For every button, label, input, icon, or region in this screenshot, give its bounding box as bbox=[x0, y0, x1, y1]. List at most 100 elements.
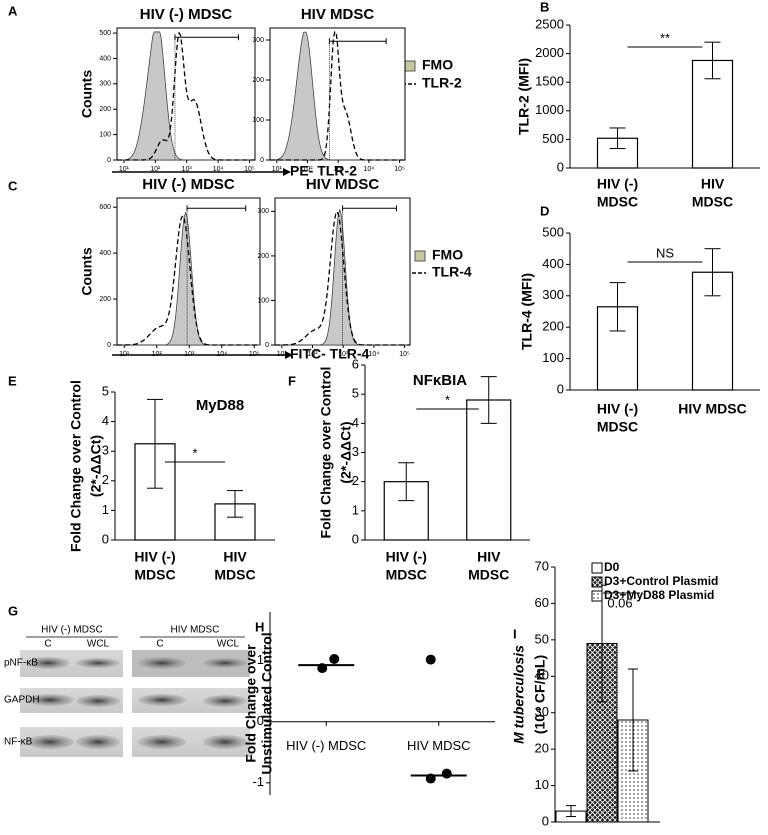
legend-swatch bbox=[404, 60, 416, 72]
y-tick-label: 70 bbox=[535, 558, 549, 573]
y-tick-label: 2 bbox=[352, 473, 359, 488]
panel-letter: E bbox=[8, 373, 17, 388]
y-tick-label: 200 bbox=[252, 77, 264, 84]
y-tick-label: 5 bbox=[352, 386, 359, 401]
x-tick-label: 10² bbox=[307, 351, 318, 358]
y-tick-label: 0 bbox=[107, 157, 111, 164]
y-tick-label: 3 bbox=[352, 444, 359, 459]
western-blot bbox=[20, 636, 250, 757]
y-tick-label: 2 bbox=[102, 472, 109, 487]
y-tick-label: 0 bbox=[260, 157, 264, 164]
y-tick-label: -1 bbox=[252, 774, 264, 789]
y-tick-label: 30 bbox=[535, 704, 549, 719]
y-tick-label: 60 bbox=[535, 595, 549, 610]
x-tick-label: 10⁴ bbox=[364, 166, 375, 173]
x-tick-label: 10⁵ bbox=[244, 166, 255, 173]
y-tick-label: 4 bbox=[352, 415, 359, 430]
y-tick-label: 300 bbox=[542, 287, 564, 302]
blot-group-label: HIV MDSC bbox=[171, 625, 220, 636]
legend-label: FMO bbox=[422, 57, 453, 73]
stain-histogram bbox=[116, 214, 260, 346]
y-tick-label: 300 bbox=[257, 208, 269, 215]
legend-swatch bbox=[591, 562, 603, 574]
y-tick-label: 600 bbox=[99, 204, 111, 211]
y-tick-label: 1500 bbox=[535, 74, 564, 89]
x-tick-label: 10⁵ bbox=[399, 351, 410, 358]
panel-letter: H bbox=[255, 619, 264, 634]
plot-title: HIV MDSC bbox=[301, 6, 375, 23]
y-axis-label: (2*-ΔΔCt) bbox=[88, 435, 104, 497]
y-axis-label: Fold Change over Control bbox=[68, 380, 84, 552]
x-tick-label: HIV MDSC bbox=[678, 401, 746, 417]
y-tick-label: 0 bbox=[557, 159, 564, 174]
legend-swatch bbox=[591, 576, 603, 588]
x-tick-label: 10⁵ bbox=[394, 166, 405, 173]
x-tick-label: MDSC bbox=[386, 567, 427, 583]
plot-title: HIV (-) MDSC bbox=[140, 6, 233, 23]
y-tick-label: 400 bbox=[99, 250, 111, 257]
blot-row-label: NF-κB bbox=[4, 737, 33, 748]
y-tick-label: 300 bbox=[99, 81, 111, 88]
x-tick-label: HIV (-) bbox=[597, 176, 638, 192]
y-axis-label: Fold Change over bbox=[243, 644, 259, 763]
legend-label: D3+Control Plasmid bbox=[604, 574, 718, 588]
y-axis-label: (10⁴ CF/mL) bbox=[532, 655, 548, 734]
y-tick-label: 300 bbox=[252, 37, 264, 44]
y-axis-label: Counts bbox=[79, 247, 95, 295]
panel-letter: D bbox=[540, 203, 549, 218]
blot-lane-label: WCL bbox=[87, 639, 110, 650]
blot-group-label: HIV (-) MDSC bbox=[41, 625, 103, 636]
stain-histogram bbox=[270, 31, 405, 161]
x-tick-label: HIV MDSC bbox=[407, 738, 471, 753]
y-tick-label: 200 bbox=[542, 319, 564, 334]
plot-title: HIV (-) MDSC bbox=[142, 176, 235, 193]
plot-title: NFκBIA bbox=[413, 372, 467, 389]
x-tick-label: HIV bbox=[701, 176, 725, 192]
significance-label: * bbox=[445, 392, 450, 407]
x-tick-label: 10³ bbox=[338, 351, 349, 358]
y-tick-label: 1000 bbox=[535, 102, 564, 117]
y-axis-label: Fold Change over Control bbox=[318, 367, 334, 539]
stain-histogram bbox=[274, 210, 410, 346]
blot-row-label: GAPDH bbox=[4, 695, 40, 706]
y-tick-label: 2000 bbox=[535, 45, 564, 60]
x-tick-label: HIV (-) bbox=[597, 401, 638, 417]
legend-swatch bbox=[591, 590, 603, 602]
x-tick-label: 10³ bbox=[333, 166, 344, 173]
x-tick-label: MDSC bbox=[597, 419, 638, 435]
x-tick-label: 10³ bbox=[182, 166, 193, 173]
y-tick-label: 0 bbox=[265, 342, 269, 349]
y-tick-label: 0 bbox=[542, 813, 549, 828]
y-tick-label: 3 bbox=[102, 443, 109, 458]
x-tick-label: HIV bbox=[223, 549, 247, 565]
y-axis-label: Unstimulated Control bbox=[259, 632, 275, 774]
legend-label: FMO bbox=[432, 247, 463, 263]
x-tick-label: HIV (-) bbox=[386, 549, 427, 565]
y-axis-label: TLR-2 (MFI) bbox=[516, 58, 532, 135]
panel-letter: G bbox=[8, 603, 18, 618]
blot-lane-label: WCL bbox=[217, 639, 240, 650]
legend-label: D0 bbox=[604, 560, 620, 574]
x-tick-label: 10¹ bbox=[272, 166, 283, 173]
blot-lane-label: C bbox=[44, 639, 51, 650]
stain-histogram bbox=[117, 31, 255, 161]
arrow-head bbox=[285, 351, 293, 359]
fmo-histogram bbox=[275, 208, 410, 346]
data-point bbox=[329, 653, 340, 664]
panel-letter: I bbox=[513, 626, 517, 641]
x-tick-label: 10² bbox=[150, 166, 161, 173]
y-tick-label: 40 bbox=[535, 668, 549, 683]
x-tick-label: 10² bbox=[302, 166, 313, 173]
y-tick-label: 20 bbox=[535, 741, 549, 756]
x-tick-label: 10⁴ bbox=[213, 166, 224, 173]
y-tick-label: 100 bbox=[99, 131, 111, 138]
panel-letter: A bbox=[8, 3, 18, 18]
y-tick-label: 400 bbox=[99, 55, 111, 62]
x-tick-label: HIV (-) bbox=[134, 549, 175, 565]
y-axis-label: (2*-ΔΔCt) bbox=[338, 421, 354, 483]
data-point bbox=[441, 768, 452, 779]
panel-letter: B bbox=[540, 0, 549, 14]
y-tick-label: 100 bbox=[257, 297, 269, 304]
y-tick-label: 6 bbox=[352, 356, 359, 371]
